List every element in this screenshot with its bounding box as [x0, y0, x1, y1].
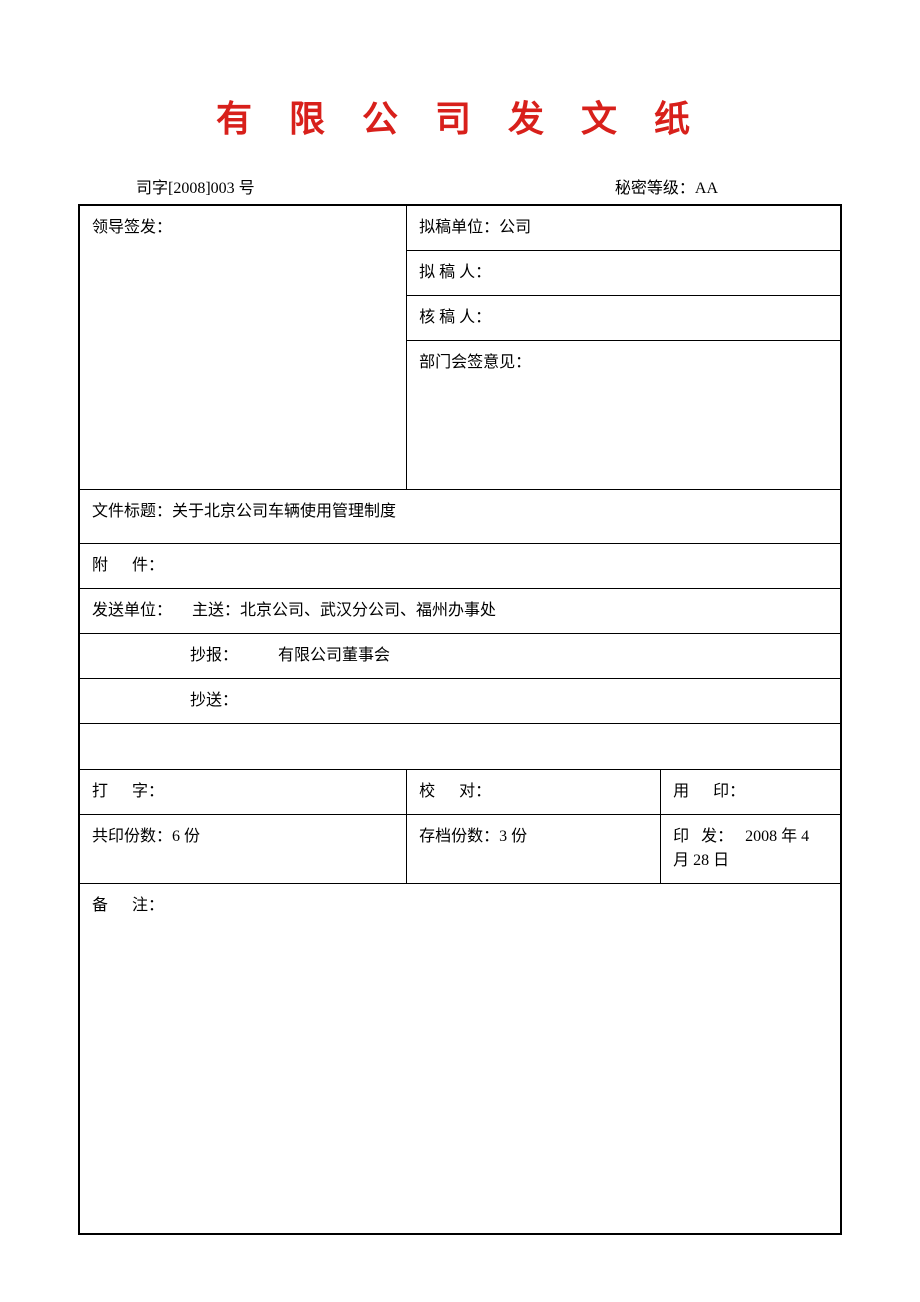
- notes-cell: 备注：: [79, 884, 841, 1234]
- drafter-label: 拟 稿 人：: [419, 264, 491, 281]
- doc-number: 司字[2008]003 号: [82, 174, 615, 198]
- issue-suffix: 发：: [701, 828, 733, 845]
- file-title-label: 文件标题：: [92, 503, 172, 520]
- copies-cell: 共印份数：6 份: [79, 815, 407, 884]
- copies-value: 6 份: [172, 828, 200, 845]
- archive-value: 3 份: [499, 828, 527, 845]
- main-send-value: 北京公司、武汉分公司、福州办事处: [240, 602, 496, 619]
- proof-suffix: 对：: [459, 783, 491, 800]
- attachment-cell: 附件：: [79, 544, 841, 589]
- seal-suffix: 印：: [713, 783, 745, 800]
- proof-cell: 校对：: [407, 770, 661, 815]
- reviewer-label: 核 稿 人：: [419, 309, 491, 326]
- header-row: 司字[2008]003 号 秘密等级：AA: [78, 174, 842, 198]
- send-unit-cell: 发送单位： 主送：北京公司、武汉分公司、福州办事处: [79, 589, 841, 634]
- archive-label: 存档份数：: [419, 828, 499, 845]
- issue-label: 印: [673, 828, 701, 845]
- file-title-value: 关于北京公司车辆使用管理制度: [172, 503, 396, 520]
- blank-cell: [79, 724, 841, 770]
- leader-sign-cell: 领导签发：: [79, 205, 407, 490]
- reviewer-row: 核 稿 人：: [407, 296, 840, 341]
- secret-label: 秘密等级：: [615, 180, 695, 197]
- page-title: 有 限 公 司 发 文 纸: [78, 90, 842, 142]
- notes-suffix: 注：: [132, 897, 164, 914]
- secret-level: 秘密等级：AA: [615, 174, 838, 198]
- type-label: 打: [92, 783, 132, 800]
- drafter-row: 拟 稿 人：: [407, 251, 840, 296]
- copy-send-cell: 抄送：: [79, 679, 841, 724]
- type-suffix: 字：: [132, 783, 164, 800]
- archive-cell: 存档份数：3 份: [407, 815, 661, 884]
- secret-value: AA: [695, 180, 718, 197]
- issue-cell: 印发： 2008 年 4 月 28 日: [661, 815, 841, 884]
- send-unit-label: 发送单位：: [92, 602, 172, 619]
- dept-opinion-label: 部门会签意见：: [419, 354, 531, 371]
- draft-unit-row: 拟稿单位：公司: [407, 206, 840, 251]
- type-cell: 打字：: [79, 770, 407, 815]
- copies-label: 共印份数：: [92, 828, 172, 845]
- seal-cell: 用印：: [661, 770, 841, 815]
- form-table: 领导签发： 拟稿单位：公司 拟 稿 人： 核 稿 人： 部门会签意见： 文件标题…: [78, 204, 842, 1235]
- draft-unit-label: 拟稿单位：: [419, 219, 499, 236]
- notes-label: 备: [92, 897, 132, 914]
- copy-send-label: 抄送：: [190, 692, 238, 709]
- attachment-label: 附件：: [92, 554, 164, 578]
- draft-unit-value: 公司: [499, 219, 531, 236]
- file-title-cell: 文件标题：关于北京公司车辆使用管理制度: [79, 490, 841, 544]
- seal-label: 用: [673, 783, 713, 800]
- copy-report-label: 抄报：: [190, 647, 238, 664]
- draft-info-cell: 拟稿单位：公司 拟 稿 人： 核 稿 人： 部门会签意见：: [407, 205, 841, 490]
- proof-label: 校: [419, 783, 459, 800]
- copy-report-cell: 抄报： 有限公司董事会: [79, 634, 841, 679]
- main-send-label: 主送：: [192, 602, 240, 619]
- copy-report-value: 有限公司董事会: [278, 647, 390, 664]
- dept-opinion-row: 部门会签意见：: [407, 341, 840, 489]
- leader-sign-label: 领导签发：: [92, 219, 172, 236]
